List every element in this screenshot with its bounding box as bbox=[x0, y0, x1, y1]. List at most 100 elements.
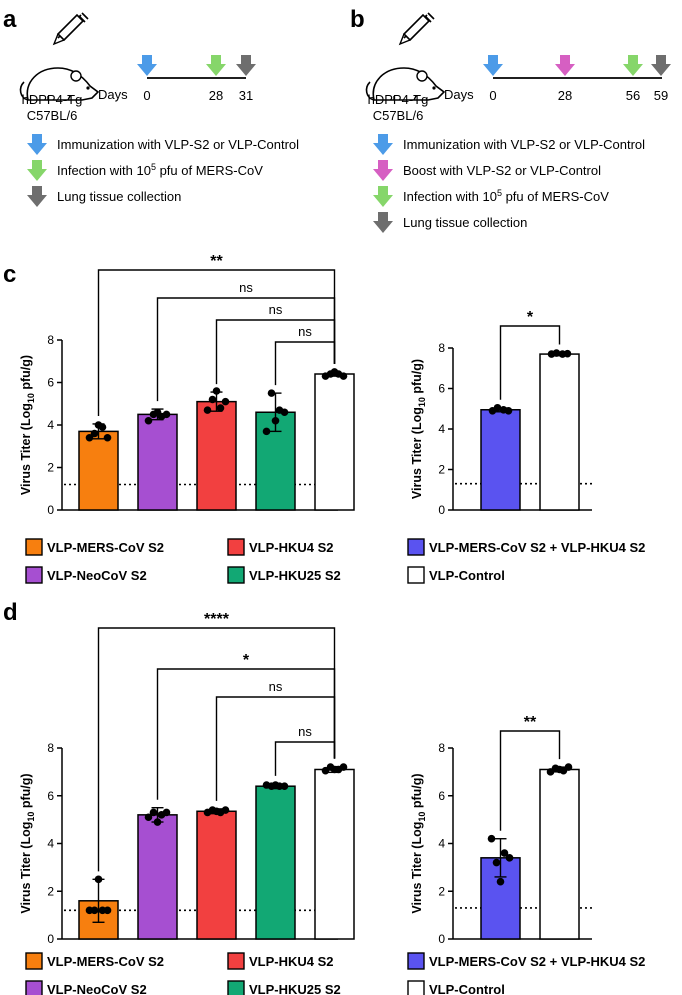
data-point bbox=[492, 858, 501, 867]
y-tick-label: 4 bbox=[47, 418, 54, 432]
legend-swatch bbox=[227, 566, 245, 584]
grey-arrow-icon bbox=[651, 55, 671, 76]
bar bbox=[196, 810, 237, 940]
y-tick-label: 4 bbox=[438, 837, 445, 851]
mouse-strain-line2: C57BL/6 bbox=[373, 108, 424, 123]
legend-label: VLP-MERS-CoV S2 + VLP-HKU4 S2 bbox=[429, 954, 645, 969]
bar bbox=[137, 413, 178, 511]
legend-swatch bbox=[407, 980, 425, 995]
data-point bbox=[103, 906, 112, 915]
day-tick: 31 bbox=[239, 88, 253, 103]
green-arrow-icon bbox=[27, 160, 47, 181]
y-tick-label: 2 bbox=[438, 463, 445, 477]
significance-label: ns bbox=[298, 724, 312, 739]
days-label: Days bbox=[444, 87, 474, 102]
y-tick-label: 8 bbox=[438, 741, 445, 755]
legend-text: Lung tissue collection bbox=[57, 189, 181, 204]
data-point bbox=[90, 429, 99, 438]
data-point bbox=[487, 834, 496, 843]
data-point bbox=[563, 349, 572, 358]
day-tick: 56 bbox=[626, 88, 640, 103]
day-tick: 28 bbox=[558, 88, 572, 103]
legend-label: VLP-NeoCoV S2 bbox=[47, 568, 147, 583]
day-tick: 0 bbox=[143, 88, 150, 103]
data-point bbox=[144, 813, 153, 822]
legend-label: VLP-HKU25 S2 bbox=[249, 982, 341, 995]
bar bbox=[196, 400, 237, 511]
legend-text: Immunization with VLP-S2 or VLP-Control bbox=[57, 137, 299, 152]
y-tick-label: 2 bbox=[47, 461, 54, 475]
y-axis-label: Virus Titer (Log10 pfu/g) bbox=[410, 359, 427, 499]
data-point bbox=[280, 408, 289, 417]
data-point bbox=[221, 806, 230, 814]
chart-d-right: 0 2 4 6 8 Virus Titer (Log10 pfu/g) ** bbox=[410, 714, 592, 946]
legend-swatch bbox=[227, 952, 245, 970]
legend-label: VLP-HKU25 S2 bbox=[249, 568, 341, 583]
panel-label-b: b bbox=[350, 6, 365, 33]
bar bbox=[539, 353, 580, 511]
legend-swatch bbox=[407, 566, 425, 584]
significance-bracket bbox=[274, 341, 336, 386]
significance-label: ns bbox=[298, 324, 312, 339]
bar bbox=[480, 409, 521, 511]
bar bbox=[78, 430, 119, 511]
legend-swatch bbox=[25, 980, 43, 995]
grey-arrow-icon bbox=[373, 212, 393, 233]
legend-swatch bbox=[25, 566, 43, 584]
data-point bbox=[339, 372, 348, 380]
y-tick-label: 4 bbox=[47, 837, 54, 851]
legend-label: VLP-HKU4 S2 bbox=[249, 954, 334, 969]
chart-c-right: 0 2 4 6 8 Virus Titer (Log10 pfu/g) * bbox=[410, 309, 592, 517]
grey-arrow-icon bbox=[27, 186, 47, 207]
legend-text: Immunization with VLP-S2 or VLP-Control bbox=[403, 137, 645, 152]
legend-text: Lung tissue collection bbox=[403, 215, 527, 230]
pink-arrow-icon bbox=[555, 55, 575, 76]
green-arrow-icon bbox=[623, 55, 643, 76]
panel-label-c: c bbox=[3, 261, 16, 288]
y-tick-label: 6 bbox=[47, 376, 54, 390]
legend-swatch bbox=[227, 538, 245, 556]
significance-bracket bbox=[499, 730, 561, 831]
legend-swatch bbox=[25, 538, 43, 556]
data-point bbox=[221, 397, 230, 406]
blue-arrow-icon bbox=[373, 134, 393, 155]
significance-label: ** bbox=[524, 714, 537, 731]
mouse-syringe-icon bbox=[365, 12, 445, 101]
data-point bbox=[162, 808, 171, 817]
legend-label: VLP-HKU4 S2 bbox=[249, 540, 334, 555]
data-point bbox=[504, 406, 513, 415]
panel-label-d: d bbox=[3, 599, 18, 626]
legend-swatch bbox=[227, 980, 245, 995]
bar bbox=[314, 373, 355, 511]
legend-label: VLP-Control bbox=[429, 568, 505, 583]
y-tick-label: 8 bbox=[438, 341, 445, 355]
bar bbox=[314, 768, 355, 940]
legend-label: VLP-MERS-CoV S2 + VLP-HKU4 S2 bbox=[429, 540, 645, 555]
blue-arrow-icon bbox=[483, 55, 503, 76]
significance-label: ns bbox=[269, 679, 283, 694]
data-point bbox=[564, 763, 573, 771]
pink-arrow-icon bbox=[373, 160, 393, 181]
y-tick-label: 0 bbox=[47, 503, 54, 517]
data-point bbox=[90, 906, 99, 915]
significance-bracket bbox=[499, 325, 561, 400]
mouse-syringe-icon bbox=[19, 12, 99, 101]
panel-b-legend: Immunization with VLP-S2 or VLP-Control B… bbox=[373, 134, 645, 233]
mouse-strain-line1: hDPP4-Tg bbox=[22, 92, 83, 107]
legend-label: VLP-MERS-CoV S2 bbox=[47, 540, 164, 555]
legend-text: Infection with 105 pfu of MERS-CoV bbox=[403, 188, 609, 204]
data-point bbox=[208, 395, 217, 404]
mouse-strain-line1: hDPP4-Tg bbox=[368, 92, 429, 107]
data-point bbox=[262, 427, 271, 436]
y-tick-label: 4 bbox=[438, 422, 445, 436]
y-tick-label: 6 bbox=[438, 789, 445, 803]
day-tick: 28 bbox=[209, 88, 223, 103]
y-axis-label: Virus Titer (Log10 pfu/g) bbox=[410, 773, 427, 913]
legend-text: Infection with 105 pfu of MERS-CoV bbox=[57, 162, 263, 178]
day-tick: 0 bbox=[489, 88, 496, 103]
y-tick-label: 0 bbox=[47, 932, 54, 946]
bar bbox=[255, 785, 296, 940]
days-label: Days bbox=[98, 87, 128, 102]
data-point bbox=[203, 406, 212, 414]
